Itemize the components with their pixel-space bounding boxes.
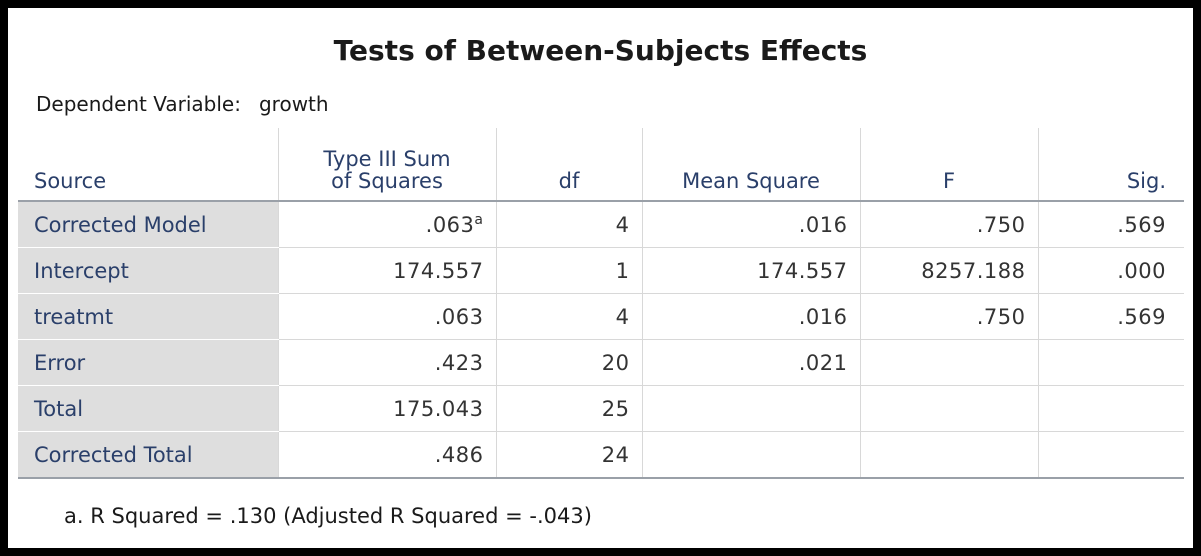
dependent-variable-value: growth [258, 92, 329, 116]
row-f: .750 [859, 293, 1038, 340]
row-f: 8257.188 [859, 247, 1038, 294]
row-sig: .569 [1037, 201, 1184, 248]
row-sum-of-squares: .486 [277, 431, 496, 479]
header-ss-line1: Type III Sum [323, 147, 451, 171]
row-f [859, 339, 1038, 386]
dependent-variable-label: Dependent Variable: [36, 92, 241, 116]
dependent-variable: Dependent Variable: growth [36, 92, 329, 116]
row-source: Intercept [18, 247, 278, 294]
table-row: treatmt .063 4 .016 .750 .569 [18, 293, 1184, 340]
row-sig [1037, 431, 1184, 479]
header-row: Source Type III Sum of Squares df Mean S… [18, 128, 1184, 201]
header-df: df [495, 128, 642, 201]
header-sum-of-squares: Type III Sum of Squares [277, 128, 496, 201]
row-sum-of-squares: .423 [277, 339, 496, 386]
row-sum-of-squares: .063a [277, 201, 496, 248]
row-source: treatmt [18, 293, 278, 340]
row-mean-square [641, 431, 860, 479]
anova-table: Source Type III Sum of Squares df Mean S… [18, 128, 1184, 479]
table-row: Total 175.043 25 [18, 385, 1184, 432]
row-df: 4 [495, 293, 642, 340]
header-ss-line2: of Squares [331, 169, 443, 193]
row-df: 1 [495, 247, 642, 294]
header-source: Source [34, 169, 107, 193]
row-sig [1037, 339, 1184, 386]
header-f: F [859, 128, 1038, 201]
row-df: 24 [495, 431, 642, 479]
header-sig: Sig. [1037, 128, 1184, 201]
row-f: .750 [859, 201, 1038, 248]
row-source: Corrected Model [18, 201, 278, 248]
row-df: 25 [495, 385, 642, 432]
row-source: Total [18, 385, 278, 432]
table-row: Corrected Model .063a 4 .016 .750 .569 [18, 201, 1184, 248]
row-df: 4 [495, 201, 642, 248]
row-f [859, 385, 1038, 432]
footnote-marker: a [474, 211, 484, 228]
row-mean-square: 174.557 [641, 247, 860, 294]
row-f [859, 431, 1038, 479]
table-title: Tests of Between-Subjects Effects [333, 34, 868, 67]
row-mean-square: .016 [641, 293, 860, 340]
row-sig [1037, 385, 1184, 432]
row-mean-square [641, 385, 860, 432]
row-source: Error [18, 339, 278, 386]
row-df: 20 [495, 339, 642, 386]
row-sig: .569 [1037, 293, 1184, 340]
table-row: Corrected Total .486 24 [18, 431, 1184, 479]
row-mean-square: .021 [641, 339, 860, 386]
row-sum-of-squares: 175.043 [277, 385, 496, 432]
row-mean-square: .016 [641, 201, 860, 248]
row-sum-of-squares: .063 [277, 293, 496, 340]
row-sig: .000 [1037, 247, 1184, 294]
header-mean-square: Mean Square [641, 128, 860, 201]
output-frame: Tests of Between-Subjects Effects Depend… [8, 8, 1193, 548]
table-row: Intercept 174.557 1 174.557 8257.188 .00… [18, 247, 1184, 294]
row-sum-of-squares: 174.557 [277, 247, 496, 294]
row-source: Corrected Total [18, 431, 278, 479]
table-footnote: a. R Squared = .130 (Adjusted R Squared … [64, 504, 592, 528]
table-row: Error .423 20 .021 [18, 339, 1184, 386]
